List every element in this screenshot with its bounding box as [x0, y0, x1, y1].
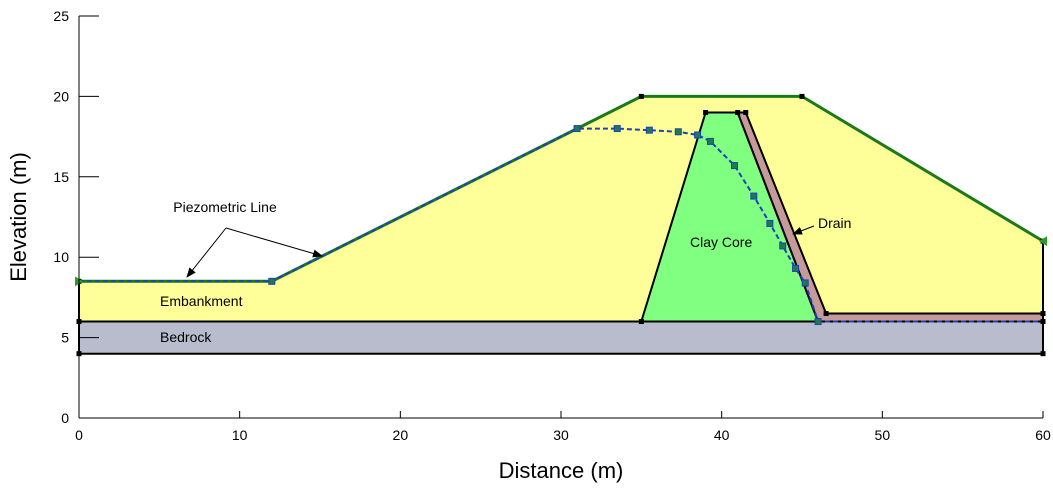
region-vertex-marker: [1040, 351, 1046, 357]
arrow-piezometric-2: [225, 227, 323, 258]
region-vertex-marker: [1040, 310, 1046, 316]
piezometric-point-marker: [779, 242, 787, 250]
x-tick-label: 50: [875, 427, 891, 443]
x-tick-label: 40: [714, 427, 730, 443]
piezometric-point-marker: [613, 125, 621, 133]
x-tick-label: 20: [393, 427, 409, 443]
y-tick-label: 25: [53, 8, 69, 24]
y-tick-label: 0: [61, 410, 69, 426]
label-embankment: Embankment: [160, 293, 243, 309]
label-drain: Drain: [818, 215, 851, 231]
arrow-piezometric-1: [186, 227, 227, 278]
piezometric-point-marker: [268, 277, 276, 285]
piezometric-point-marker: [573, 125, 581, 133]
material-regions: [78, 95, 1044, 355]
piezometric-point-marker: [814, 318, 822, 326]
y-axis-title: Elevation (m): [6, 152, 31, 282]
region-vertex-marker: [799, 93, 805, 99]
piezometric-point-marker: [801, 279, 809, 287]
x-tick-label: 30: [553, 427, 569, 443]
piezometric-point-marker: [694, 131, 702, 139]
y-tick-label: 20: [53, 88, 69, 104]
label-clay-core: Clay Core: [690, 234, 752, 250]
label-bedrock: Bedrock: [160, 329, 212, 345]
boundary-lines: [79, 94, 1044, 323]
y-tick-label: 10: [53, 249, 69, 265]
y-tick-label: 5: [61, 330, 69, 346]
label-piezometric-line: Piezometric Line: [173, 199, 277, 215]
region-vertex-marker: [743, 109, 749, 115]
x-axis-title: Distance (m): [499, 458, 624, 483]
y-tick-label: 15: [53, 169, 69, 185]
piezometric-point-marker: [792, 264, 800, 272]
x-tick-label: 10: [232, 427, 248, 443]
vertex-markers: [75, 93, 1047, 357]
water-level-marker: [1039, 236, 1047, 247]
piezometric-point-marker: [731, 162, 739, 170]
region-vertex-marker: [735, 109, 741, 115]
piezometric-line: [79, 127, 1043, 323]
piezometric-point-marker: [750, 192, 758, 200]
piezometric-point-marker: [674, 128, 682, 136]
axis-ticks: 0 10 20 30 40 50 60 0 5 10 15 20 25: [53, 8, 1051, 443]
piezometric-point-marker: [766, 219, 774, 227]
region-vertex-marker: [703, 109, 709, 115]
region-vertex-marker: [638, 319, 644, 325]
arrow-drain: [792, 225, 815, 235]
x-tick-label: 0: [75, 427, 83, 443]
region-bedrock: [78, 320, 1044, 355]
x-tick-label: 60: [1035, 427, 1051, 443]
piezometric-point-marker: [706, 137, 714, 145]
region-vertex-marker: [638, 93, 644, 99]
piezometric-point-marker: [645, 126, 653, 134]
region-vertex-marker: [1040, 319, 1046, 325]
region-vertex-marker: [823, 310, 829, 316]
